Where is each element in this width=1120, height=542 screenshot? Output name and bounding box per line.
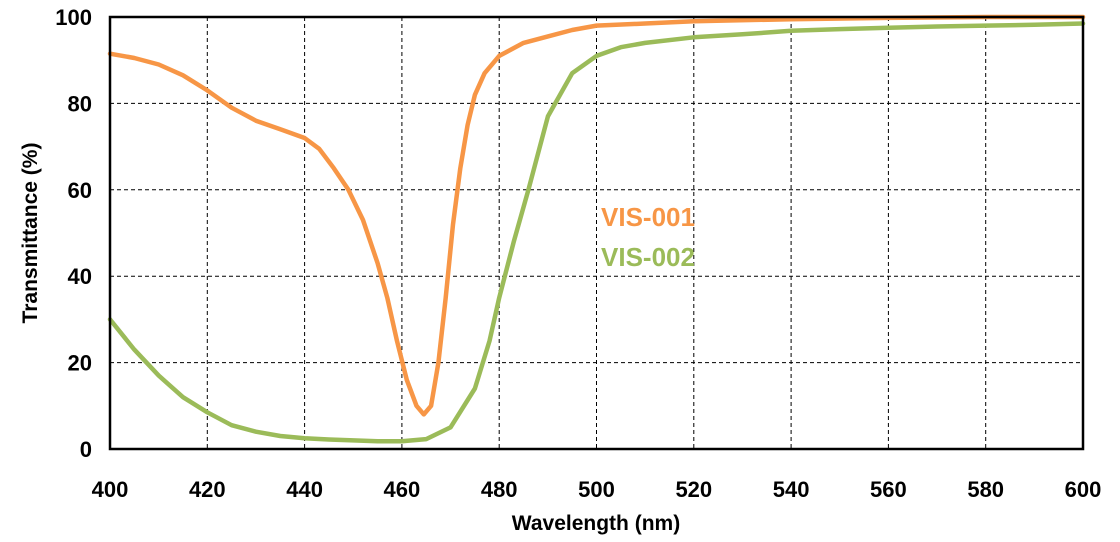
- x-tick-label: 600: [1065, 477, 1102, 502]
- series-layer: [107, 14, 1086, 444]
- y-tick-label: 40: [68, 264, 92, 289]
- y-tick-label: 20: [68, 351, 92, 376]
- y-tick-label: 0: [80, 437, 92, 462]
- x-tick-labels: 400 420 440 460 480 500 520 540 560 580 600: [92, 477, 1102, 502]
- grid-lines: [110, 17, 1083, 449]
- x-tick-label: 400: [92, 477, 129, 502]
- x-axis-title: Wavelength (nm): [512, 512, 680, 535]
- x-tick-label: 440: [286, 477, 323, 502]
- y-tick-label: 60: [68, 178, 92, 203]
- series-line-vis-002: [107, 21, 1086, 444]
- y-tick-label: 80: [68, 91, 92, 116]
- x-tick-label: 480: [481, 477, 518, 502]
- x-tick-label: 420: [189, 477, 226, 502]
- series-line-vis-001: [107, 14, 1086, 417]
- series-label-vis-001: VIS-001: [601, 202, 695, 232]
- series-label-vis-002: VIS-002: [601, 242, 695, 272]
- plot-frame: [108, 15, 1085, 451]
- x-tick-label: 500: [578, 477, 615, 502]
- y-tick-label: 100: [55, 5, 92, 30]
- x-tick-label: 520: [675, 477, 712, 502]
- x-tick-label: 540: [773, 477, 810, 502]
- y-axis-title: Transmittance (%): [19, 143, 42, 324]
- x-tick-label: 460: [384, 477, 421, 502]
- x-tick-label: 580: [967, 477, 1004, 502]
- x-tick-label: 560: [870, 477, 907, 502]
- y-tick-labels: 0 20 40 60 80 100: [55, 5, 92, 462]
